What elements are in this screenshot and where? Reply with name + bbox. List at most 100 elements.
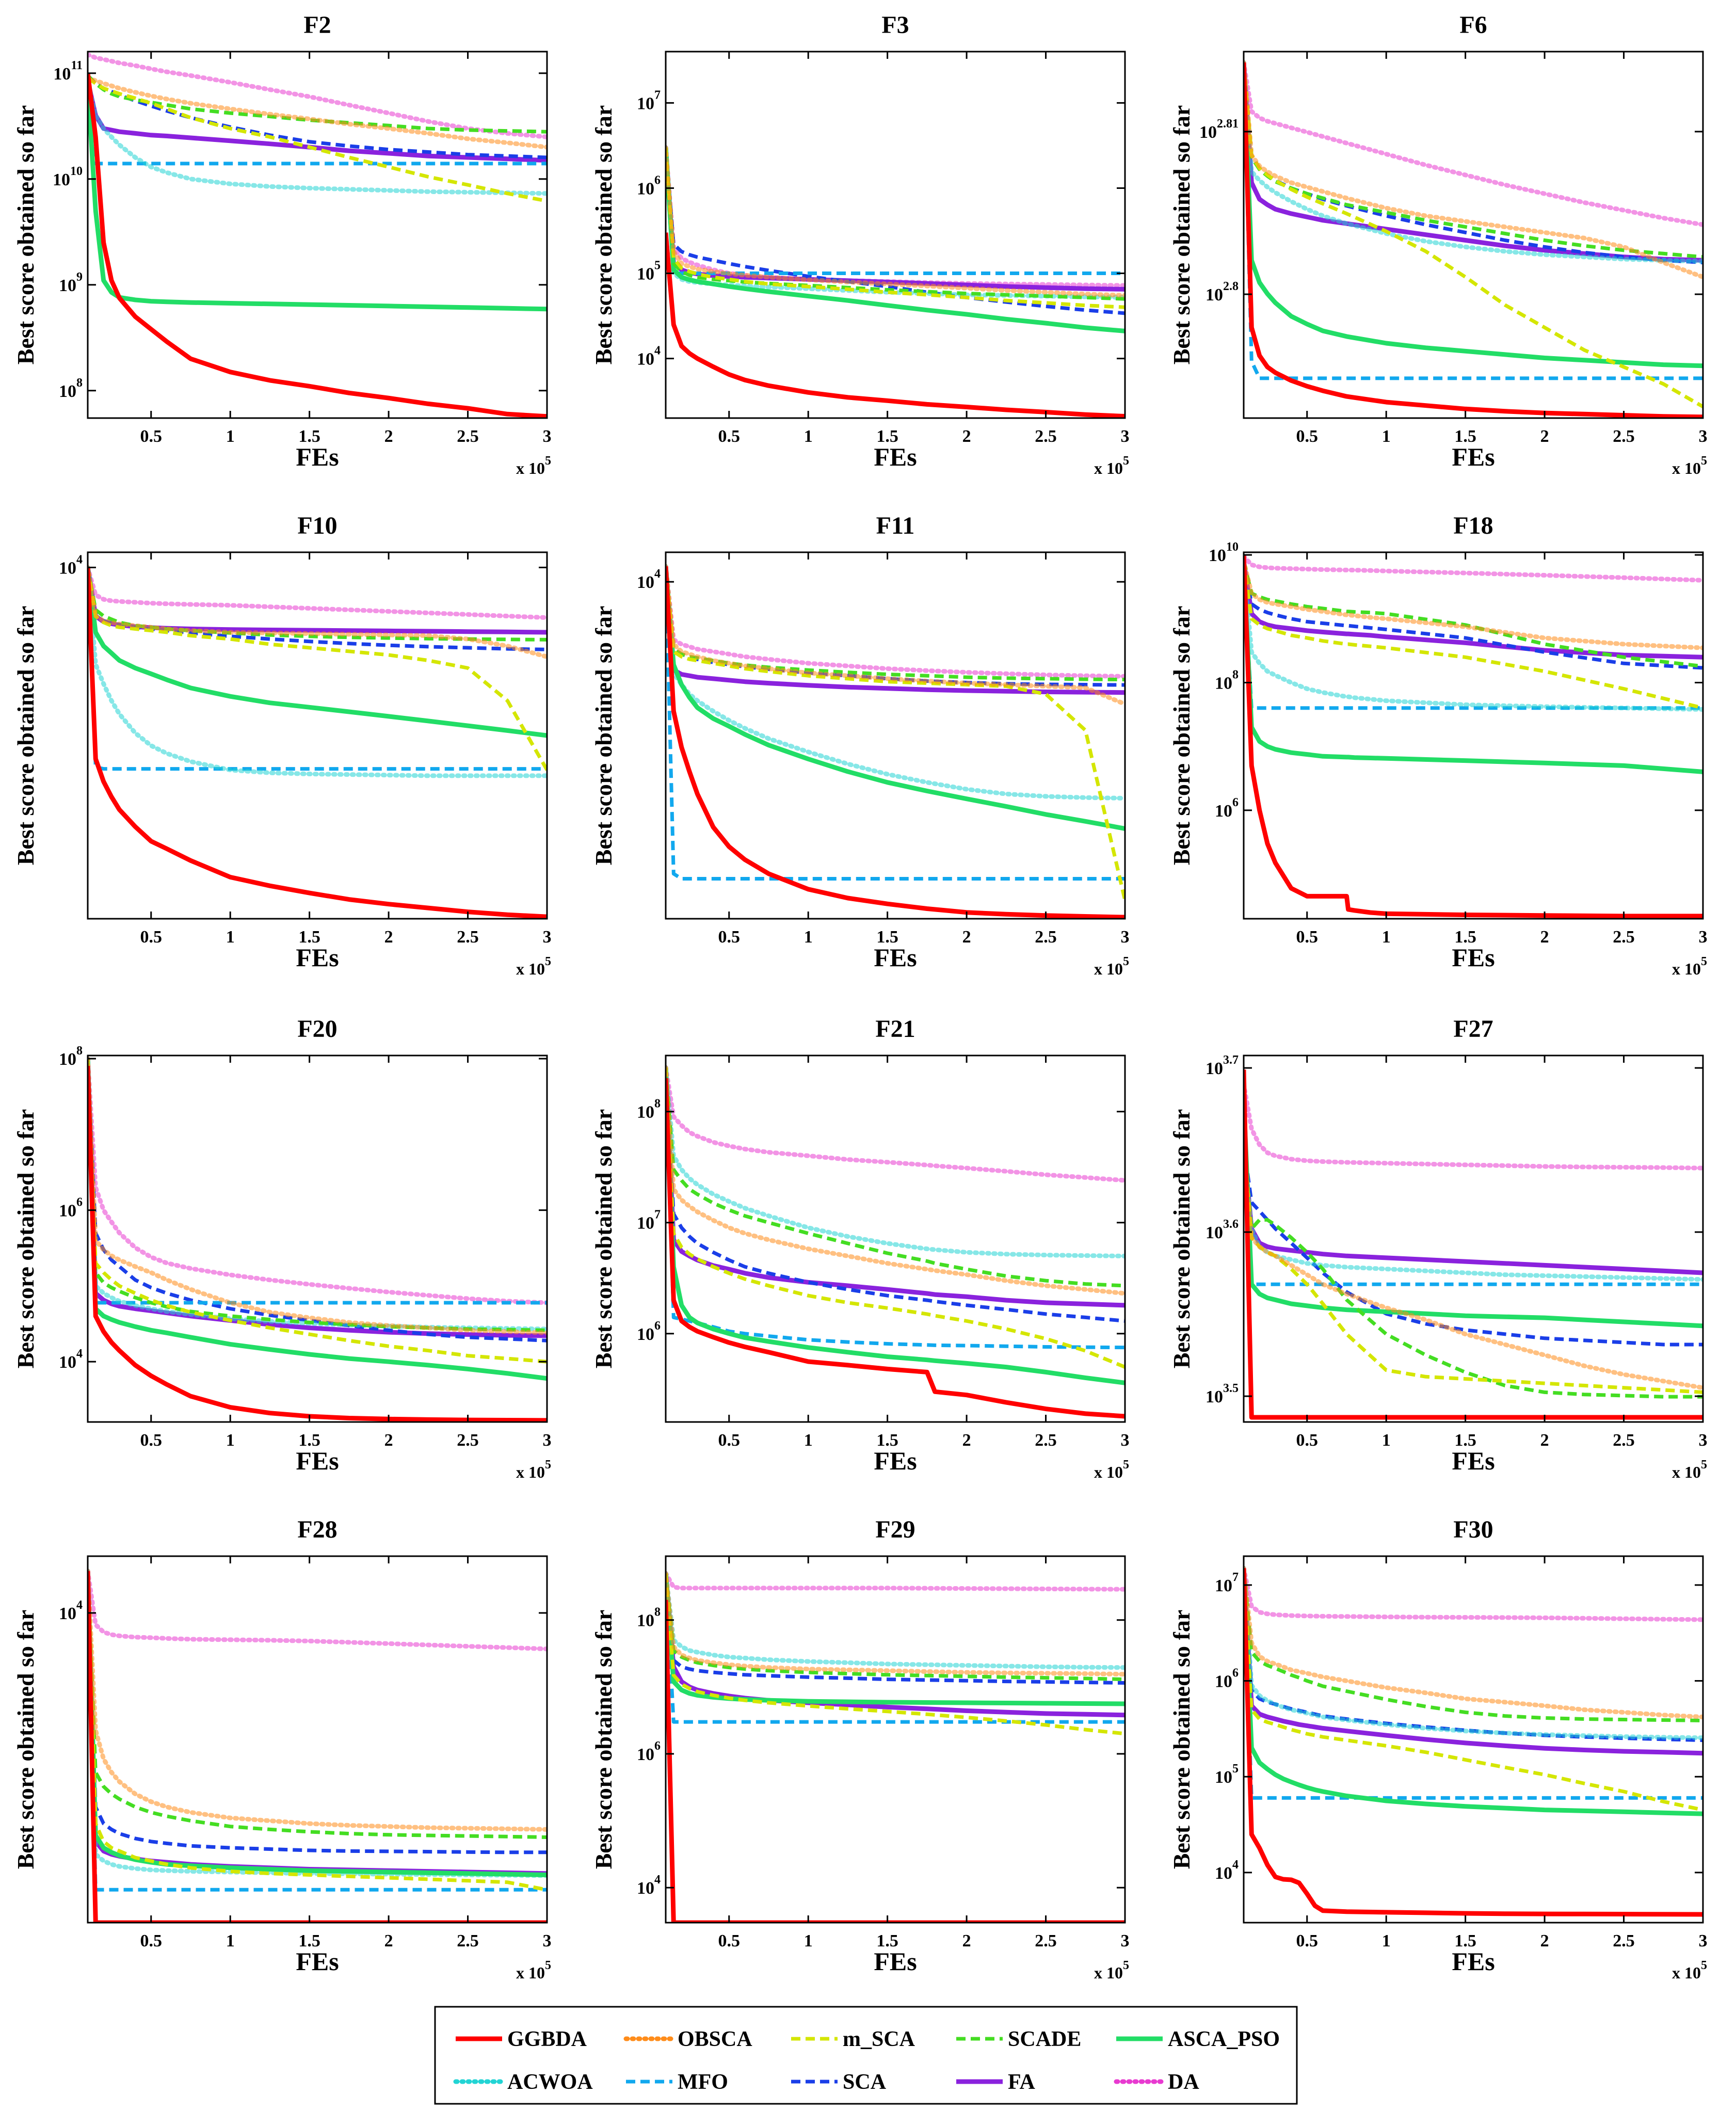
series-line-sca: [666, 1573, 1125, 1685]
x-multiplier: x 105: [1094, 1458, 1129, 1481]
x-tick-label: 3: [1121, 1931, 1130, 1951]
x-tick-label: 1.5: [298, 928, 320, 947]
series-line-da: [88, 52, 547, 139]
legend-entry-asca_pso: ASCA_PSO: [1116, 2027, 1280, 2051]
series-line-asca_pso: [666, 1067, 1125, 1385]
x-axis-label: FEs: [1452, 943, 1494, 972]
axes-box: [87, 551, 548, 920]
series-line-asca_pso: [1244, 62, 1703, 369]
x-tick-label: 1.5: [298, 427, 320, 446]
series-line-fa: [88, 1058, 547, 1338]
series-line-sca: [666, 147, 1125, 315]
panel-f18: F18 0.5 1 1.5 2 2.5 3 106 108 1010 FEs x 105 Best sc…: [1168, 512, 1708, 978]
x-tick-label: 3: [1121, 427, 1130, 446]
x-tick-label: 2.5: [1613, 427, 1635, 446]
series-line-mfo: [666, 1067, 1125, 1350]
y-tick-label: 102.8: [1205, 280, 1239, 305]
legend-entry-m_sca: m_SCA: [791, 2027, 915, 2051]
x-tick-label: 2: [384, 427, 393, 446]
y-tick-label: 108: [637, 1606, 661, 1631]
x-axis-label: FEs: [874, 442, 917, 471]
series-line-asca_pso: [1244, 1568, 1703, 1816]
legend-label: GGBDA: [507, 2027, 587, 2051]
y-tick-label: 104: [59, 1347, 83, 1372]
series-line-ggbda: [88, 73, 547, 418]
series-line-da: [88, 565, 547, 620]
series-line-mfo: [88, 1571, 547, 1892]
series-group: [666, 1571, 1125, 1923]
series-line-acwoa: [1244, 562, 1703, 712]
panel-title: F10: [297, 512, 337, 539]
legend-label: DA: [1168, 2070, 1199, 2094]
x-tick-label: 1: [226, 1931, 235, 1951]
series-line-obsca: [88, 75, 547, 150]
series-line-mfo: [88, 89, 547, 166]
series-line-da: [88, 1056, 547, 1305]
series-line-sca: [88, 1058, 547, 1342]
x-tick-label: 0.5: [1296, 427, 1319, 446]
series-line-sca: [88, 1571, 547, 1855]
series-group: [1244, 554, 1703, 919]
series-line-obsca: [88, 1569, 547, 1832]
y-tick-label: 106: [637, 173, 661, 198]
y-tick-label: 106: [1215, 1667, 1239, 1691]
x-tick-label: 3: [1699, 1431, 1708, 1450]
y-tick-label: 106: [637, 1319, 661, 1344]
x-axis-label: FEs: [874, 943, 917, 972]
axes-box: [665, 1555, 1126, 1924]
y-tick-label: 109: [59, 270, 83, 295]
series-line-obsca: [666, 1065, 1125, 1296]
x-tick-label: 1.5: [1454, 427, 1476, 446]
series-line-m_sca: [666, 147, 1125, 309]
series-line-sca: [88, 74, 547, 159]
legend-entry-ggbda: GGBDA: [456, 2027, 587, 2051]
x-tick-label: 0.5: [718, 928, 741, 947]
x-tick-label: 0.5: [1296, 1431, 1319, 1450]
x-tick-label: 1: [1382, 1431, 1391, 1450]
series-line-mfo: [666, 1573, 1125, 1724]
x-tick-label: 3: [1699, 427, 1708, 446]
x-tick-label: 3: [1699, 928, 1708, 947]
x-tick-label: 1: [1382, 1931, 1391, 1951]
series-line-sca: [1244, 561, 1703, 670]
x-tick-label: 0.5: [1296, 928, 1319, 947]
y-axis-label: Best score obtained so far: [590, 606, 617, 866]
y-axis-label: Best score obtained so far: [1168, 606, 1195, 866]
series-line-obsca: [666, 145, 1125, 298]
x-tick-label: 2: [1540, 1931, 1549, 1951]
series-line-obsca: [1244, 558, 1703, 650]
series-line-obsca: [1244, 60, 1703, 280]
x-multiplier: x 105: [1094, 1959, 1129, 1982]
x-axis-label: FEs: [296, 943, 339, 972]
axes-box: [1243, 51, 1704, 419]
x-tick-label: 1.5: [298, 1431, 320, 1450]
x-tick-label: 3: [543, 1931, 552, 1951]
series-line-ggbda: [1244, 554, 1703, 919]
series-line-asca_pso: [1244, 1098, 1703, 1329]
series-line-mfo: [1244, 1568, 1703, 1800]
y-tick-label: 104: [59, 1599, 83, 1623]
legend-entry-sca: SCA: [791, 2070, 887, 2094]
x-tick-label: 2: [962, 1431, 971, 1450]
panel-title: F2: [303, 11, 331, 39]
panel-f3: F3 0.5 1 1.5 2 2.5 3 104 105 106 107 FEs x 105 Best s…: [590, 11, 1130, 477]
legend-entry-obsca: OBSCA: [623, 2027, 752, 2051]
x-tick-label: 1: [804, 1931, 813, 1951]
x-tick-label: 2.5: [457, 1431, 479, 1450]
y-tick-label: 108: [637, 1097, 661, 1122]
series-line-asca_pso: [88, 1571, 547, 1877]
y-tick-label: 104: [1215, 1858, 1239, 1883]
series-line-m_sca: [666, 1067, 1125, 1369]
panel-f2: F2 0.5 1 1.5 2 2.5 3 108 109 1010 1011 FEs x 105 Best…: [12, 11, 552, 477]
legend-label: FA: [1008, 2070, 1036, 2094]
x-tick-label: 2: [962, 1931, 971, 1951]
panel-title: F11: [876, 512, 915, 539]
panel-f10: F10 0.5 1 1.5 2 2.5 3 104 FEs x 105 Best score obt…: [12, 512, 552, 978]
series-group: [666, 145, 1125, 418]
x-multiplier: x 105: [516, 1458, 551, 1481]
axes-box: [1243, 1555, 1704, 1924]
series-line-scade: [1244, 1568, 1703, 1722]
y-axis-label: Best score obtained so far: [1168, 1610, 1195, 1869]
series-line-fa: [1244, 62, 1703, 263]
x-tick-label: 0.5: [140, 1431, 163, 1450]
